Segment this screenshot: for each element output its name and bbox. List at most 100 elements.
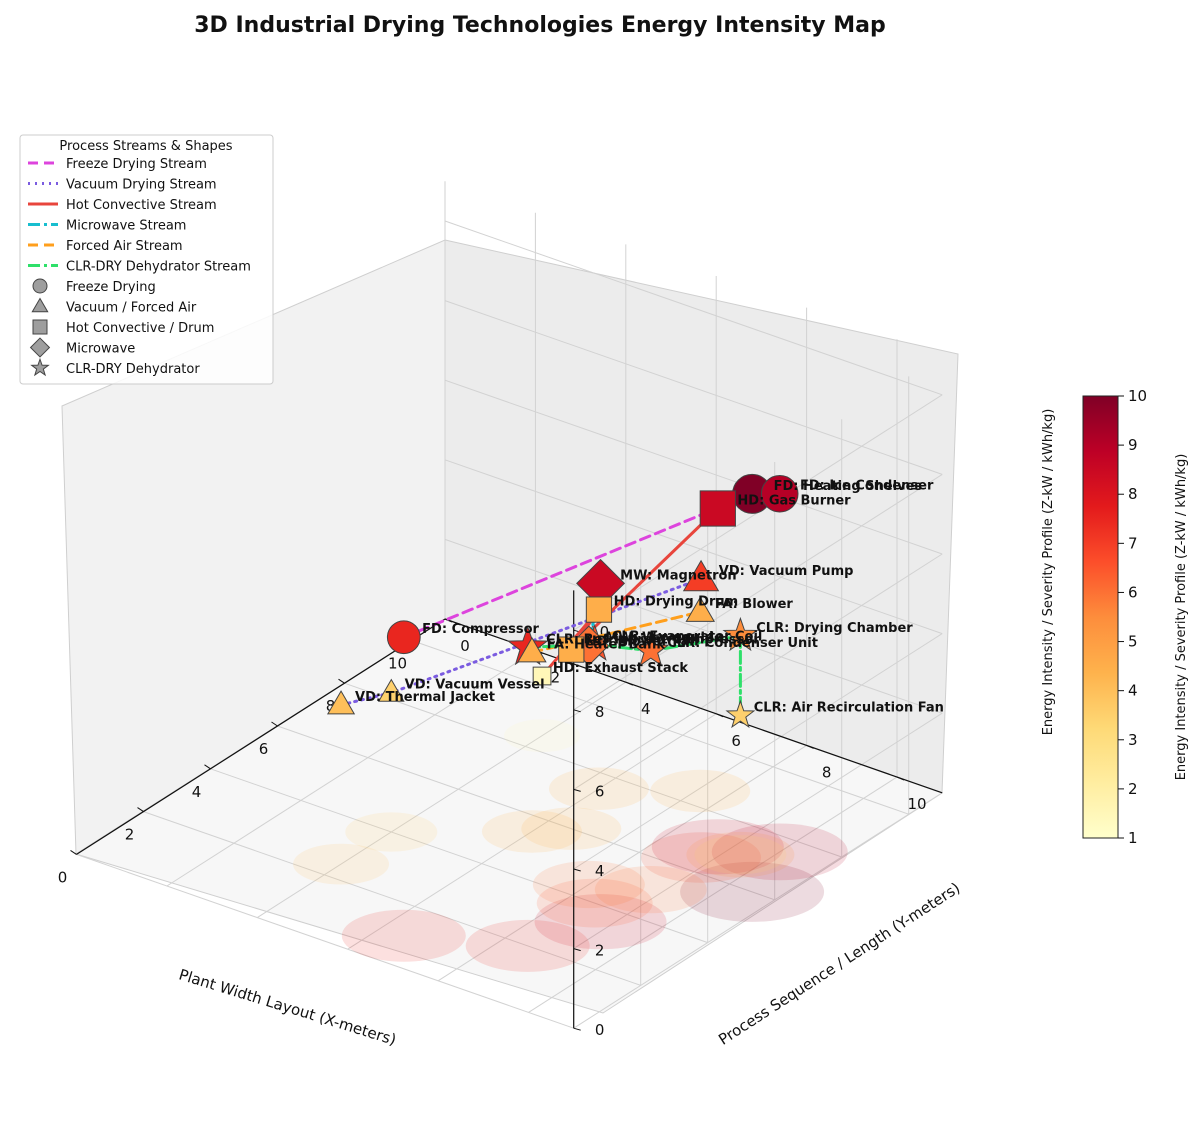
colorbar-tick-label: 3: [1128, 731, 1138, 749]
z-axis-label: Energy Intensity / Severity Profile (Z-k…: [1041, 409, 1056, 736]
grid-wall-z: [444, 379, 943, 555]
label-mw-waveguide: MW: Waveguide: [605, 631, 723, 646]
legend-marker-vacuum-forced-air: [31, 297, 49, 313]
grid-back-z: [573, 473, 943, 711]
z-tick-label: 0: [595, 1021, 605, 1039]
shadow-fd-heating-shelves: [680, 861, 825, 922]
colorbar-tick-label: 7: [1128, 534, 1138, 552]
shadow-mw-waveguide: [532, 860, 645, 909]
data-markers: [326, 473, 799, 729]
marker-vd-vacuum-pump: [682, 559, 720, 592]
colorbar-tick-label: 1: [1128, 829, 1138, 847]
grid-floor-x: [210, 768, 708, 944]
legend-item-clr-dry-dehydrator: CLR-DRY Dehydrator: [66, 362, 200, 377]
shadow-mw-magnetron: [534, 894, 667, 950]
legend-item-hot-convective-drum: Hot Convective / Drum: [66, 321, 214, 336]
x-tick-mark: [70, 849, 77, 855]
grid-floor-y: [528, 776, 898, 1013]
colorbar-gradient: [1082, 395, 1119, 839]
shadow-fd-compressor: [341, 909, 466, 962]
z-tick-mark: [573, 788, 581, 792]
marker-fa-blower: [685, 596, 716, 622]
label-clr-air-recirculation-fan: CLR: Air Recirculation Fan: [754, 700, 944, 715]
grid-back-z: [573, 633, 943, 870]
marker-hd-exhaust-stack: [532, 666, 552, 686]
y-tick-mark: [444, 618, 453, 623]
shadow-clr-condenser-unit: [594, 866, 707, 914]
shadow-vd-thermal-jacket: [293, 843, 390, 885]
grid-floor-y: [166, 650, 536, 887]
label-vd-thermal-jacket: VD: Thermal Jacket: [355, 690, 495, 705]
x-tick-label: 8: [326, 697, 336, 715]
grid-floor-y: [257, 681, 627, 919]
x-tick-mark: [204, 764, 211, 770]
colorbar-tick-label: 10: [1128, 387, 1147, 405]
label-fd-ice-condenser: FD: Ice Condenser: [800, 479, 934, 494]
legend-item-clr-dry-dehydrator-stream: CLR-DRY Dehydrator Stream: [66, 260, 251, 275]
legend-item-vacuum-forced-air: Vacuum / Forced Air: [66, 301, 197, 316]
marker-fa-heater-bank: [517, 636, 547, 663]
marker-clr-drying-chamber: [722, 616, 759, 652]
colorbar-ticks: 1 2 3 4 5 6 7 8 9 10: [1118, 387, 1147, 847]
z-tick-label: 6: [595, 782, 605, 800]
label-hd-blower-fan: HD: Blower Fan: [586, 635, 699, 650]
legend-title: Process Streams & Shapes: [59, 139, 232, 154]
legend-box: [19, 134, 274, 385]
marker-fd-ice-condenser: [761, 474, 799, 513]
stream-forced-air-stream: [530, 610, 702, 654]
grid-floor-x: [277, 725, 775, 901]
label-fd-compressor: FD: Compressor: [422, 622, 539, 637]
x-axis-line: [76, 618, 446, 855]
z-tick-mark: [573, 709, 581, 713]
y-tick-mark: [896, 776, 905, 781]
legend-marker-freeze-drying: [32, 278, 48, 294]
x-tick-label: 0: [58, 868, 68, 886]
floor-shadows: [293, 719, 848, 972]
shadow-hd-exhaust-stack: [504, 719, 581, 753]
label-hd-gas-burner: HD: Gas Burner: [737, 494, 851, 509]
legend-marker-clr-dry-dehydrator: [30, 357, 50, 377]
colorbar-tick-label: 9: [1128, 436, 1138, 454]
grid-back-z: [573, 553, 943, 790]
colorbar-tick-label: 2: [1128, 780, 1138, 798]
grid-back-z: [573, 712, 943, 950]
shadow-vd-vacuum-vessel: [345, 812, 438, 852]
shadow-fd-ice-condenser: [711, 823, 848, 881]
y-tick-label: 0: [460, 637, 470, 655]
label-vd-vacuum-pump: VD: Vacuum Pump: [719, 564, 854, 579]
label-hd-drying-drum: HD: Drying Drum: [614, 595, 739, 610]
y-tick-label: 2: [551, 669, 561, 687]
x-tick-label: 4: [192, 783, 202, 801]
marker-vd-thermal-jacket: [326, 690, 356, 715]
x-tick-label: 2: [125, 826, 135, 844]
label-vd-vacuum-vessel: VD: Vacuum Vessel: [405, 678, 545, 693]
marker-vd-vacuum-vessel: [377, 678, 405, 702]
grid-wall-z: [444, 538, 943, 714]
legend-item-hot-convective-stream: Hot Convective Stream: [66, 198, 217, 213]
label-clr-refrigerant-compressor: CLR: Refrigerant Compressor: [546, 632, 760, 647]
y-tick-label: 4: [641, 700, 651, 718]
colorbar: Energy Intensity / Severity Profile (Z-k…: [1082, 387, 1189, 847]
legend: Process Streams & Shapes Freeze Drying S…: [19, 134, 274, 385]
colorbar-tick-label: 5: [1128, 633, 1138, 651]
label-fa-blower: FA: Blower: [715, 597, 794, 612]
label-mw-magnetron: MW: Magnetron: [620, 568, 737, 583]
shadow-fa-heater-bank: [481, 810, 582, 853]
y-tick-label: 8: [822, 763, 832, 781]
point-labels: FD: Heating Shelves MW: Magnetron CLR: Ref…: [355, 479, 944, 716]
grid-floor-x: [344, 682, 842, 858]
y-tick-mark: [806, 744, 814, 749]
x-tick-label: 6: [259, 740, 269, 758]
legend-marker-hot-convective-drum: [32, 319, 48, 335]
shadow-vd-vacuum-pump: [641, 832, 762, 883]
shadow-clr-drying-chamber: [686, 831, 795, 878]
grid-back-z: [573, 792, 943, 1029]
legend-item-microwave-stream: Microwave Stream: [66, 219, 186, 234]
shadow-clr-air-recirculation-fan: [694, 835, 787, 875]
x-tick-mark: [271, 721, 278, 727]
grid-floor-y: [437, 744, 807, 982]
z-tick-mark: [573, 868, 581, 872]
